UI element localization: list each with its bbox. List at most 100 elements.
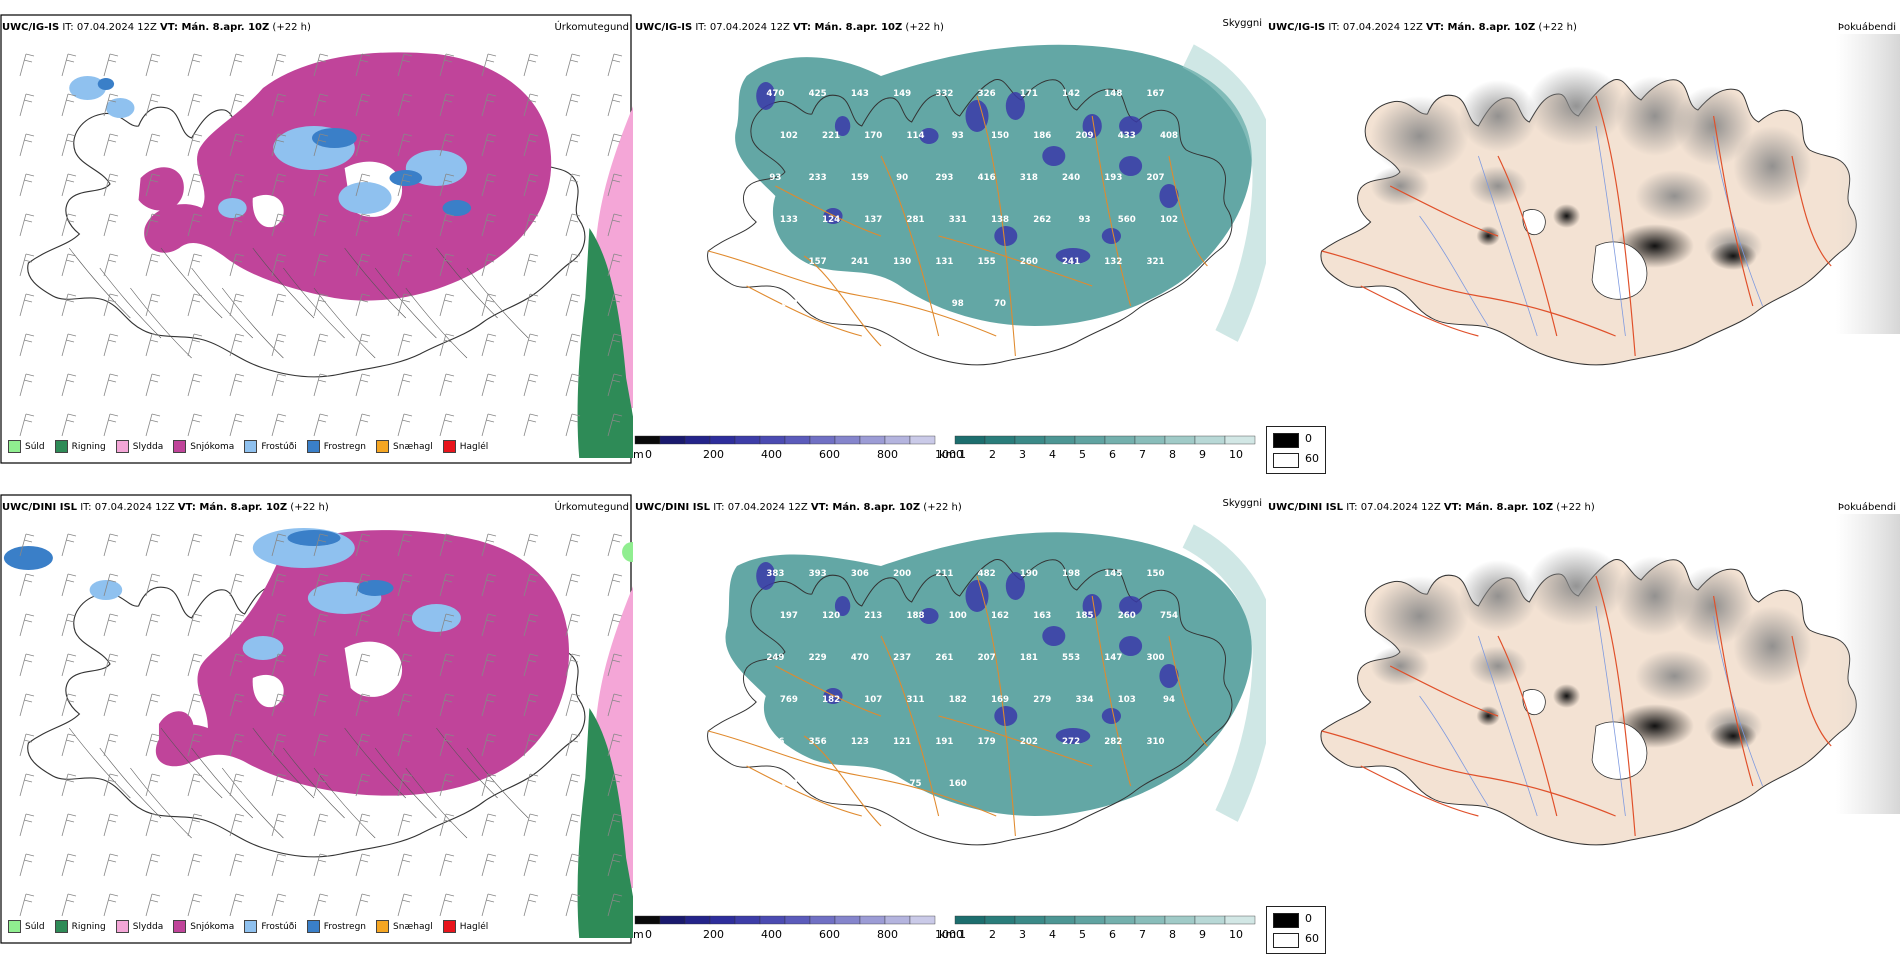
visibility-tick: 7 (1139, 928, 1146, 941)
elevation-cell (1119, 596, 1143, 616)
elevation-tick: 400 (761, 448, 782, 461)
model-name: UWC/IG-IS (635, 22, 693, 33)
fog-index-legend: 0 60 (1266, 426, 1326, 474)
init-time: IT: 07.04.2024 12Z (1343, 502, 1444, 513)
legend-item: Frostúði (244, 440, 297, 453)
visibility-value: 90 (896, 173, 908, 183)
rain-area (577, 228, 633, 458)
freezing-rain-area (3, 546, 53, 570)
model-name: UWC/DINI ISL (2, 502, 78, 513)
visibility-value: 207 (1147, 173, 1165, 183)
valid-time: Mán. 8.apr. 10Z (1444, 22, 1536, 33)
visibility-value: 240 (1062, 173, 1080, 183)
visibility-tick: 6 (1109, 928, 1116, 941)
legend-swatch (442, 440, 456, 453)
visibility-tick: 2 (989, 928, 996, 941)
visibility-scale: km 1 2 3 4 5 6 7 8 9 10 (939, 435, 1256, 461)
visibility-value: 560 (1118, 215, 1136, 225)
visibility-value: 147 (1104, 653, 1122, 663)
visibility-value: 123 (851, 737, 869, 747)
fog-shading (1733, 126, 1812, 206)
legend-swatch (376, 920, 390, 933)
visibility-tick: 3 (1019, 928, 1026, 941)
visibility-value: 169 (991, 695, 1009, 705)
fog-shading (1370, 96, 1469, 176)
legend-swatch (54, 920, 68, 933)
visibility-value: 241 (851, 257, 869, 267)
visibility-value: 179 (978, 737, 996, 747)
high-fog-index (1709, 722, 1757, 750)
elevation-cell (756, 562, 776, 590)
elevation-cell (1042, 146, 1066, 166)
visibility-value: 321 (1147, 257, 1165, 267)
low-visibility-area (735, 44, 1252, 326)
visibility-value: 167 (1147, 89, 1165, 99)
visibility-value: 356 (809, 737, 827, 747)
visibility-value: 137 (864, 215, 882, 225)
visibility-value: 130 (893, 257, 911, 267)
road-network (68, 727, 529, 839)
visibility-value: 241 (1062, 257, 1080, 267)
legend-label: Frostúði (261, 442, 297, 452)
visibility-tick: 3 (1019, 448, 1026, 461)
elevation-unit: m (633, 448, 644, 461)
visibility-value: 561 (864, 299, 882, 309)
legend-swatch (306, 440, 320, 453)
visibility-value: 306 (851, 569, 869, 579)
coastline (707, 78, 1233, 366)
elevation-cell (756, 82, 776, 110)
visibility-map-top: 470 425 143 149 332 326 171 142 148 167 102 221 170 1… (633, 14, 1266, 464)
visibility-value: 107 (864, 695, 882, 705)
no-precip-hole (252, 194, 284, 228)
legend-item: Súld (8, 440, 45, 453)
legend-item: Snjókoma (173, 440, 234, 453)
elevation-cell (919, 608, 939, 624)
visibility-value: 133 (780, 215, 798, 225)
legend-label: Frostregn (323, 442, 367, 452)
visibility-value: 138 (991, 215, 1009, 225)
legend-item: Slydda (115, 920, 163, 933)
elevation-cell (1119, 116, 1143, 136)
visibility-value: 282 (1104, 737, 1122, 747)
visibility-value: 393 (809, 569, 827, 579)
valid-time: Mán. 8.apr. 10Z (195, 502, 288, 513)
freezing-drizzle-area (242, 636, 284, 660)
elevation-tick: 600 (819, 448, 840, 461)
forecast-header: UWC/IG-IS IT: 07.04.2024 12Z VT: Mán. 8.… (1268, 22, 1577, 33)
fog-shading (1674, 86, 1753, 166)
visibility-tick: 9 (1199, 928, 1206, 941)
visibility-value: 188 (907, 611, 925, 621)
no-precip-hole (252, 674, 284, 708)
elevation-tick: 1000 (935, 928, 963, 941)
fog-shading (1468, 166, 1528, 206)
visibility-tick: 8 (1169, 448, 1176, 461)
visibility-value: 160 (949, 779, 967, 789)
forecast-header: UWC/DINI ISL IT: 07.04.2024 12Z VT: Mán.… (635, 502, 962, 513)
precip-type-legend: Súld Rigning Slydda Snjókoma Frostúði Frostre… (8, 920, 488, 933)
visibility-value: 185 (1076, 611, 1094, 621)
visibility-value: 150 (1147, 569, 1165, 579)
visibility-value: 318 (1020, 173, 1038, 183)
elevation-tick: 200 (703, 928, 724, 941)
visibility-value: 163 (1033, 611, 1051, 621)
legend-label: Frostregn (323, 922, 367, 932)
valid-time: Mán. 8.apr. 10Z (828, 502, 921, 513)
lead-time: (+22 h) (902, 22, 944, 33)
init-time: IT: 07.04.2024 12Z (59, 22, 161, 33)
elevation-tick: 200 (703, 448, 724, 461)
visibility-unit: km (939, 448, 956, 461)
elevation-cell (1055, 728, 1091, 744)
elevation-tick: 800 (877, 448, 898, 461)
elevation-cell (1119, 636, 1143, 656)
visibility-value: 162 (991, 611, 1009, 621)
visibility-value: 300 (1147, 653, 1165, 663)
legend-swatch (442, 920, 456, 933)
visibility-value: 93 (1079, 215, 1091, 225)
visibility-value: 155 (978, 257, 996, 267)
visibility-value: 102 (1160, 215, 1178, 225)
freezing-drizzle-area (338, 182, 392, 214)
visibility-value: 311 (907, 695, 925, 705)
fog-legend-swatch (1273, 913, 1299, 928)
visibility-value: 182 (822, 695, 840, 705)
fog-shading (1635, 650, 1714, 702)
